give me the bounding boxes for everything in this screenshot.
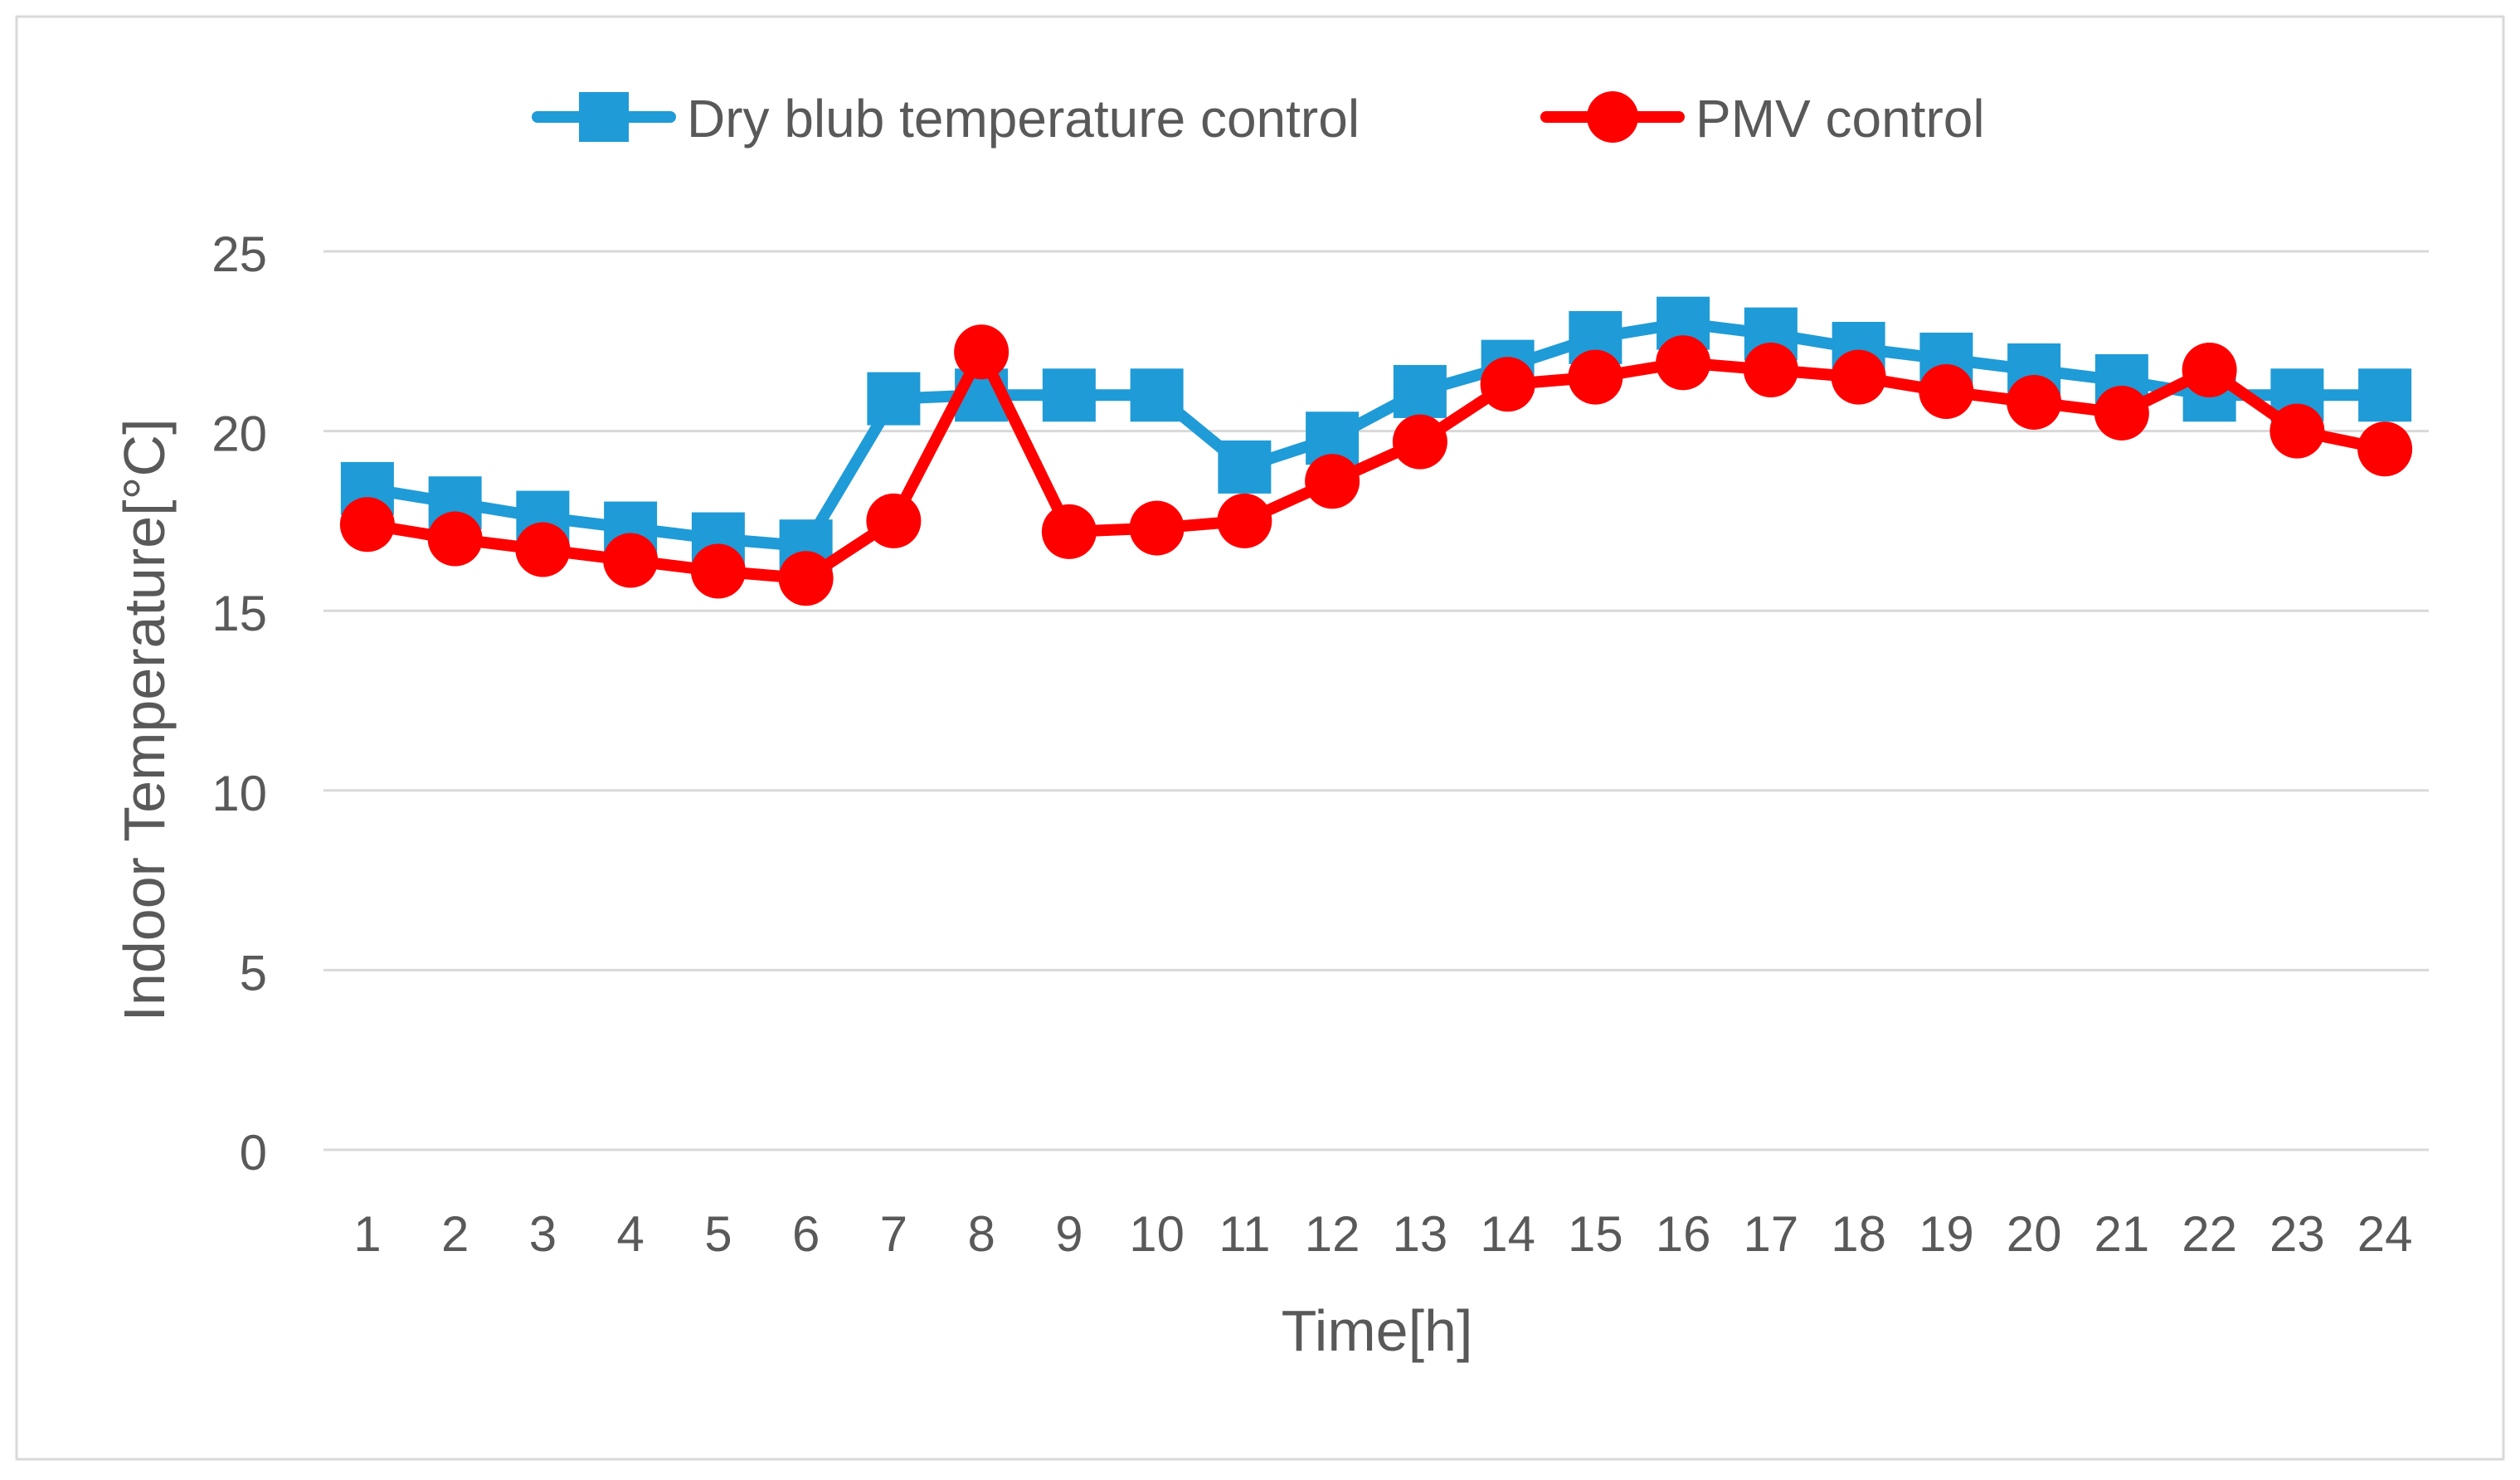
- data-point: [515, 522, 571, 577]
- series-2: [339, 324, 2413, 606]
- data-point: [1656, 335, 1711, 391]
- y-tick-label: 10: [212, 766, 267, 821]
- data-point: [2269, 403, 2325, 459]
- legend-item-1: Dry blub temperature control: [532, 89, 1360, 148]
- x-tick-label: 16: [1656, 1206, 1711, 1262]
- data-point: [2357, 421, 2413, 477]
- x-axis-label: Time[h]: [1282, 1298, 1473, 1363]
- x-tick-label: 11: [1219, 1206, 1270, 1262]
- data-point: [2182, 342, 2237, 397]
- y-tick-label: 5: [240, 945, 267, 1000]
- x-tick-label: 13: [1393, 1206, 1448, 1262]
- x-tick-label: 20: [2007, 1206, 2062, 1262]
- data-point: [1218, 440, 1272, 494]
- data-point: [1568, 349, 1623, 405]
- legend-item-2: PMV control: [1540, 89, 1985, 148]
- legend-marker: [579, 92, 629, 142]
- y-tick-label: 25: [212, 226, 267, 282]
- data-point: [2094, 385, 2149, 441]
- data-point: [1831, 349, 1886, 405]
- data-point: [954, 324, 1009, 380]
- x-tick-label: 23: [2269, 1206, 2325, 1262]
- data-point: [603, 533, 659, 588]
- data-point: [1129, 500, 1185, 556]
- data-point: [427, 511, 483, 567]
- x-tick-label: 18: [1831, 1206, 1886, 1262]
- y-tick-label: 20: [212, 407, 267, 462]
- x-tick-label: 12: [1305, 1206, 1360, 1262]
- x-tick-label: 7: [880, 1206, 907, 1262]
- x-tick-label: 17: [1744, 1206, 1799, 1262]
- series-layer: [339, 296, 2413, 606]
- data-point: [2007, 374, 2062, 430]
- data-point: [866, 493, 922, 548]
- data-point: [1217, 493, 1272, 548]
- data-point: [1305, 454, 1360, 509]
- x-tick-label: 24: [2357, 1206, 2413, 1262]
- x-axis-ticks: 1 2 3 4 5 6 7 8 9 10 11 12 13 14 15 16 17 18 19 20 21 22 23 24: [353, 1206, 2412, 1262]
- x-tick-label: 15: [1568, 1206, 1623, 1262]
- data-point: [1041, 504, 1097, 559]
- gridlines: [324, 250, 2429, 1151]
- data-point: [778, 551, 834, 606]
- data-point: [1392, 414, 1447, 470]
- data-point: [339, 497, 395, 553]
- legend-marker: [1587, 91, 1638, 143]
- y-axis-label: Indoor Temperature[°C]: [112, 418, 177, 1021]
- data-point: [1130, 368, 1184, 422]
- data-point: [1919, 363, 1974, 419]
- data-point: [690, 543, 746, 599]
- x-tick-label: 8: [967, 1206, 995, 1262]
- data-point: [1393, 364, 1447, 418]
- data-point: [1042, 368, 1096, 422]
- x-tick-label: 5: [704, 1206, 732, 1262]
- data-point: [867, 372, 921, 426]
- y-tick-label: 15: [212, 586, 267, 641]
- data-point: [1480, 357, 1535, 412]
- legend: Dry blub temperature control PMV control: [532, 89, 1985, 148]
- x-tick-label: 22: [2182, 1206, 2237, 1262]
- x-tick-label: 14: [1480, 1206, 1535, 1262]
- x-tick-label: 21: [2094, 1206, 2150, 1262]
- x-tick-label: 6: [792, 1206, 820, 1262]
- x-tick-label: 10: [1129, 1206, 1185, 1262]
- x-tick-label: 3: [529, 1206, 557, 1262]
- x-tick-label: 4: [616, 1206, 644, 1262]
- x-tick-label: 9: [1055, 1206, 1082, 1262]
- data-point: [2358, 368, 2412, 422]
- legend-label: PMV control: [1695, 89, 1985, 148]
- x-tick-label: 1: [353, 1206, 381, 1262]
- legend-label: Dry blub temperature control: [687, 89, 1360, 148]
- x-tick-label: 2: [441, 1206, 469, 1262]
- data-point: [1743, 342, 1798, 397]
- chart-border: [15, 15, 2505, 1461]
- x-tick-label: 19: [1919, 1206, 1974, 1262]
- y-tick-label: 0: [240, 1125, 267, 1181]
- y-axis-ticks: 0 5 10 15 20 25: [212, 226, 267, 1181]
